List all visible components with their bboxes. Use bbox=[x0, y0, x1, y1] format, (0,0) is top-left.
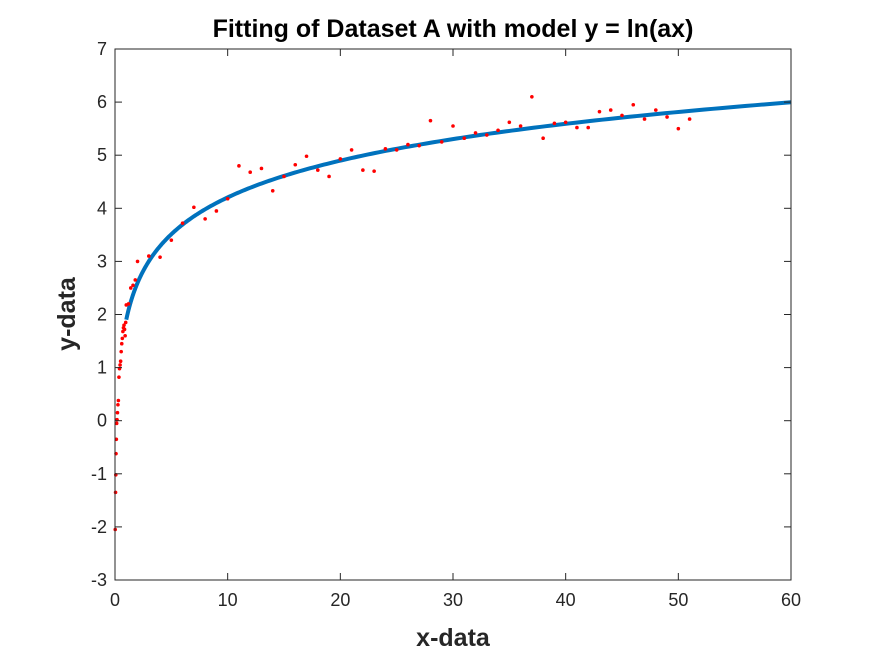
data-point bbox=[361, 168, 365, 172]
data-point bbox=[248, 170, 252, 174]
data-point bbox=[120, 336, 125, 341]
data-point bbox=[665, 115, 669, 119]
plot-area bbox=[115, 49, 791, 580]
data-point bbox=[530, 94, 534, 99]
data-point bbox=[687, 117, 692, 121]
data-point bbox=[203, 217, 207, 221]
y-tick-label: -2 bbox=[91, 517, 107, 537]
data-point bbox=[225, 196, 230, 201]
data-point bbox=[575, 125, 579, 130]
y-tick-label: 1 bbox=[97, 358, 107, 378]
data-point bbox=[631, 102, 636, 107]
chart-title: Fitting of Dataset A with model y = ln(a… bbox=[213, 15, 694, 43]
data-point bbox=[406, 142, 410, 147]
data-point bbox=[116, 402, 120, 407]
data-point bbox=[282, 174, 286, 179]
y-tick-label: 0 bbox=[97, 411, 107, 431]
y-tick-label: 6 bbox=[97, 92, 107, 112]
data-point bbox=[383, 147, 388, 151]
data-point bbox=[180, 221, 185, 225]
data-point bbox=[115, 410, 120, 415]
y-tick-label: -3 bbox=[91, 570, 107, 590]
data-point bbox=[586, 125, 590, 130]
data-point bbox=[293, 162, 298, 167]
y-axis-label: y-data bbox=[53, 276, 81, 351]
x-tick-label: 50 bbox=[668, 590, 688, 610]
data-point bbox=[158, 255, 162, 259]
data-point bbox=[349, 148, 354, 152]
data-point bbox=[128, 286, 133, 290]
y-tick-label: 5 bbox=[97, 145, 107, 165]
data-point bbox=[116, 398, 121, 403]
data-point bbox=[485, 133, 489, 137]
x-tick-label: 40 bbox=[556, 590, 576, 610]
data-point bbox=[270, 188, 275, 193]
data-point bbox=[620, 113, 624, 118]
data-point bbox=[237, 164, 241, 168]
data-point bbox=[119, 341, 124, 346]
y-tick-label: -1 bbox=[91, 464, 107, 484]
data-point bbox=[133, 278, 138, 282]
x-tick-label: 60 bbox=[781, 590, 801, 610]
data-point bbox=[214, 209, 219, 213]
y-tick-label: 7 bbox=[97, 39, 107, 59]
data-point bbox=[428, 118, 433, 123]
data-point bbox=[114, 421, 119, 426]
y-tick-label: 4 bbox=[97, 198, 107, 218]
x-tick-label: 20 bbox=[330, 590, 350, 610]
data-point bbox=[126, 302, 131, 306]
data-point bbox=[119, 349, 123, 354]
data-point bbox=[642, 117, 647, 121]
data-point bbox=[608, 108, 613, 112]
data-point bbox=[597, 109, 602, 114]
data-point bbox=[676, 126, 681, 131]
x-axis-ticks: 0 10 20 30 40 50 60 bbox=[110, 49, 801, 610]
data-point bbox=[259, 166, 264, 171]
x-axis-label: x-data bbox=[416, 624, 491, 652]
x-tick-label: 30 bbox=[443, 590, 463, 610]
y-tick-label: 3 bbox=[97, 251, 107, 271]
x-tick-label: 10 bbox=[218, 590, 238, 610]
data-point bbox=[338, 157, 343, 161]
fit-curve-layer bbox=[124, 100, 792, 321]
y-axis-ticks: -3 -2 -1 0 1 2 3 4 5 6 7 bbox=[91, 39, 791, 590]
data-point bbox=[113, 490, 118, 495]
data-point bbox=[316, 168, 320, 172]
y-tick-label: 2 bbox=[97, 305, 107, 325]
data-point bbox=[451, 124, 455, 128]
data-point bbox=[496, 128, 500, 133]
data-point bbox=[122, 327, 127, 332]
x-tick-label: 0 bbox=[110, 590, 120, 610]
data-point bbox=[394, 148, 399, 152]
data-point bbox=[372, 169, 376, 173]
data-point bbox=[552, 121, 557, 126]
data-point bbox=[518, 124, 523, 128]
data-point bbox=[541, 136, 545, 141]
data-point bbox=[118, 363, 122, 367]
data-point bbox=[117, 375, 121, 379]
data-point bbox=[417, 143, 422, 148]
data-point bbox=[122, 323, 126, 327]
data-point bbox=[327, 174, 331, 179]
data-point bbox=[118, 359, 123, 364]
data-point bbox=[462, 136, 467, 141]
data-point bbox=[147, 254, 151, 258]
data-point bbox=[439, 140, 444, 144]
fit-curve-line bbox=[124, 100, 792, 321]
data-point bbox=[123, 333, 127, 338]
data-point bbox=[304, 154, 309, 159]
data-point bbox=[192, 205, 196, 210]
data-point bbox=[169, 238, 174, 242]
data-point bbox=[135, 259, 140, 264]
data-point bbox=[507, 120, 512, 125]
data-point bbox=[123, 320, 128, 325]
data-point bbox=[131, 283, 135, 288]
data-point bbox=[563, 120, 568, 125]
data-point bbox=[654, 108, 658, 112]
data-point bbox=[473, 131, 478, 135]
